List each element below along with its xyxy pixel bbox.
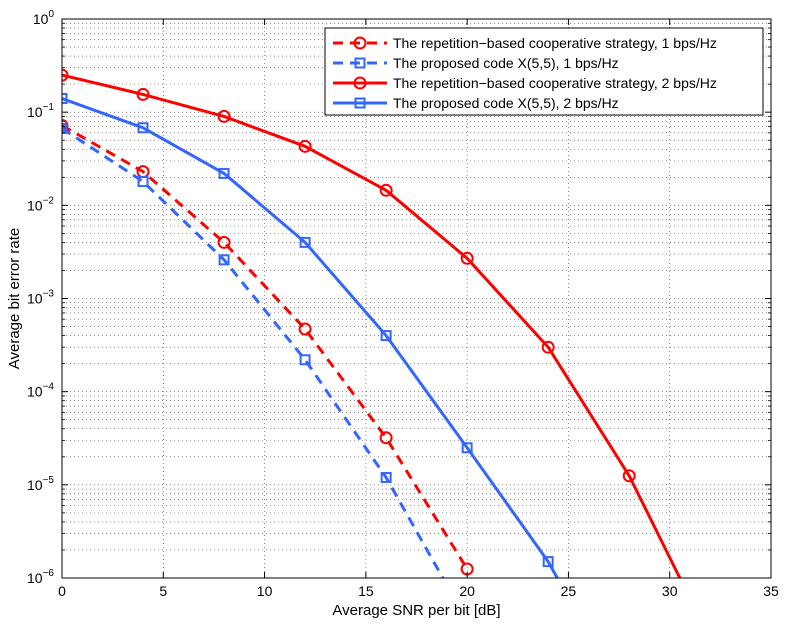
series-3-point bbox=[136, 87, 150, 101]
x-tick-label: 30 bbox=[662, 583, 678, 599]
y-tick-label: 10−1 bbox=[27, 102, 54, 120]
y-tick-label: 100 bbox=[33, 9, 55, 27]
x-tick-label: 10 bbox=[257, 583, 273, 599]
series-3 bbox=[62, 68, 682, 578]
legend-marker-4 bbox=[354, 97, 366, 109]
legend-box bbox=[324, 27, 764, 116]
legend-marker-2 bbox=[354, 57, 366, 69]
x-axis-label: Average SNR per bit [dB] bbox=[332, 602, 500, 619]
series-1-point bbox=[379, 431, 393, 445]
series-3-point bbox=[460, 251, 474, 265]
series-3-point bbox=[217, 109, 231, 123]
legend-marker-3 bbox=[353, 76, 367, 90]
series-4 bbox=[62, 93, 559, 578]
series-3-point bbox=[541, 340, 555, 354]
series-line-3 bbox=[62, 73, 682, 578]
series-3-point bbox=[379, 183, 393, 197]
x-tick-label: 5 bbox=[159, 583, 167, 599]
series-2-point bbox=[137, 176, 149, 188]
x-tick-label: 20 bbox=[459, 583, 475, 599]
x-tick-label: 15 bbox=[358, 583, 374, 599]
series-4-point bbox=[542, 556, 554, 568]
y-tick-label: 10−6 bbox=[27, 568, 54, 586]
series-1-point bbox=[217, 235, 231, 249]
legend-marker-1 bbox=[353, 36, 367, 50]
series-2-point bbox=[218, 254, 230, 266]
series-4-point bbox=[218, 167, 230, 179]
y-tick-label: 10−3 bbox=[27, 289, 54, 307]
x-tick-label: 25 bbox=[561, 583, 577, 599]
x-tick-label: 35 bbox=[763, 583, 779, 599]
series-4-point bbox=[380, 330, 392, 342]
y-axis-label: Average bit error rate bbox=[6, 228, 23, 369]
series-2-point bbox=[62, 122, 68, 134]
y-tick-label: 10−4 bbox=[27, 382, 54, 400]
ticks: 0 5 10 15 20 25 30 35 100 10−1 10−2 10−3 10−4 10−5 10−… bbox=[27, 9, 779, 599]
series-1-point bbox=[298, 322, 312, 336]
series-4-point bbox=[62, 93, 68, 105]
legend-label-2: The proposed code X(5,5), 1 bps/Hz bbox=[393, 55, 619, 71]
x-tick-label: 0 bbox=[58, 583, 66, 599]
series-2-point bbox=[380, 471, 392, 483]
series-3-point bbox=[298, 139, 312, 153]
series-3-point bbox=[62, 68, 69, 82]
series-2 bbox=[62, 122, 445, 578]
legend-label-1: The repetition−based cooperative strateg… bbox=[393, 35, 717, 51]
y-tick-label: 10−2 bbox=[27, 195, 54, 213]
series-line-4 bbox=[62, 97, 559, 578]
series-3-point bbox=[622, 469, 636, 483]
series-2-point bbox=[299, 354, 311, 366]
legend-label-3: The repetition−based cooperative strateg… bbox=[393, 75, 717, 91]
series-4-point bbox=[299, 236, 311, 248]
series-line-1 bbox=[62, 124, 469, 570]
series-4-point bbox=[461, 442, 473, 454]
series-layer bbox=[62, 68, 682, 578]
legend-label-4: The proposed code X(5,5), 2 bps/Hz bbox=[393, 95, 619, 111]
series-4-point bbox=[137, 122, 149, 134]
y-tick-label: 10−5 bbox=[27, 475, 54, 493]
series-line-2 bbox=[62, 127, 445, 578]
legend: The repetition−based cooperative strateg… bbox=[324, 27, 764, 116]
